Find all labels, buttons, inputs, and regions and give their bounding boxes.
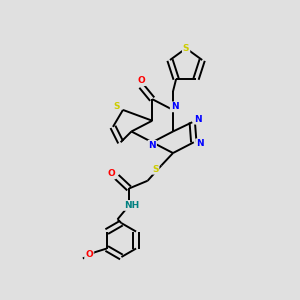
Text: N: N [171,102,178,111]
Text: O: O [107,169,115,178]
Text: N: N [148,141,156,150]
Text: N: N [195,115,202,124]
Text: S: S [183,44,189,53]
Text: S: S [113,102,120,111]
Text: N: N [196,139,204,148]
Text: O: O [85,250,93,259]
Text: S: S [152,165,158,174]
Text: NH: NH [124,201,139,210]
Text: O: O [138,76,145,85]
